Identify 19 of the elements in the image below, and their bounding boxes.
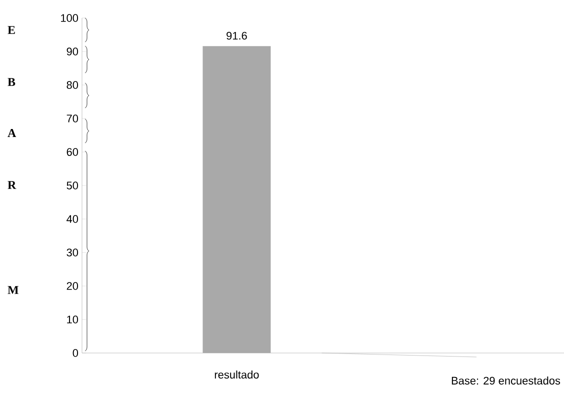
y-tick-label: 60	[66, 148, 78, 156]
y-tick-label: 30	[66, 248, 78, 256]
y-tick-label: 20	[66, 282, 78, 290]
y-tick-label: 50	[66, 182, 78, 190]
text: E	[8, 26, 15, 34]
text: R	[8, 181, 16, 189]
text: Base: 29 encuestados	[452, 376, 560, 385]
x-tick-label: resultado	[214, 370, 259, 379]
y-tick-label: 10	[67, 316, 78, 324]
text: M	[8, 286, 18, 294]
y-tick-label: 80	[66, 81, 78, 89]
y-tick-label: 100	[61, 14, 78, 22]
y-tick-label: 90	[66, 48, 78, 56]
y-tick-label: 0	[72, 349, 78, 357]
y-tick-label: 70	[66, 114, 78, 122]
text: B	[8, 78, 16, 86]
data-label: 91.6	[226, 32, 247, 40]
y-tick-label: 40	[66, 215, 78, 223]
text: A	[8, 129, 16, 137]
